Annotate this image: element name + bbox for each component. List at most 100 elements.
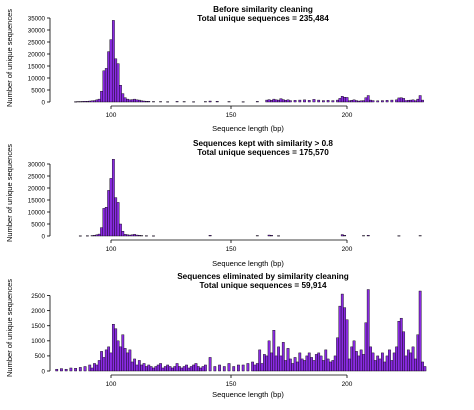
bar	[121, 93, 125, 103]
bar	[78, 101, 82, 103]
bar	[168, 366, 172, 372]
chart-panel-2: Sequences kept with similarity > 0.8Tota…	[5, 139, 422, 268]
bar	[142, 100, 146, 103]
bar	[111, 158, 115, 237]
bar	[241, 364, 245, 372]
bar	[350, 346, 354, 372]
bar	[204, 364, 207, 372]
bar	[362, 100, 365, 103]
bar	[319, 355, 323, 372]
bar	[159, 363, 162, 372]
bar	[329, 361, 332, 372]
bar	[260, 363, 264, 372]
bar	[392, 352, 396, 372]
x-axis-label: Sequence length (bp)	[212, 390, 284, 399]
bar	[152, 367, 155, 372]
bar	[352, 99, 356, 103]
bar	[95, 364, 99, 372]
bar	[135, 99, 139, 103]
bar	[336, 99, 339, 103]
bar	[178, 366, 181, 372]
bar	[362, 354, 365, 372]
bar	[149, 366, 153, 372]
bar	[208, 235, 212, 237]
y-tick-label: 0	[42, 233, 46, 240]
bar	[369, 346, 372, 372]
bar	[366, 95, 370, 103]
bar	[338, 305, 342, 372]
bar	[355, 100, 358, 103]
bar	[390, 360, 394, 372]
bar	[312, 99, 316, 103]
bar	[241, 101, 245, 103]
bar	[350, 100, 354, 103]
bar	[340, 293, 344, 372]
y-tick-label: 20000	[28, 185, 46, 192]
bar	[340, 96, 344, 103]
bar	[76, 101, 80, 103]
bar	[296, 361, 299, 372]
bar	[102, 70, 106, 103]
bar	[232, 366, 236, 372]
bar	[126, 234, 129, 237]
bar	[418, 290, 422, 372]
bar	[64, 368, 68, 372]
bar	[182, 101, 186, 103]
y-tick-label: 25000	[28, 173, 46, 180]
bar	[201, 366, 205, 372]
bar	[142, 363, 146, 372]
bar	[114, 328, 118, 372]
bar	[137, 235, 141, 237]
bar	[145, 101, 148, 103]
bar	[324, 349, 328, 372]
bar	[163, 366, 167, 372]
y-tick-label: 5000	[31, 221, 45, 228]
bar	[371, 100, 375, 103]
bar	[343, 96, 347, 103]
bar	[123, 348, 127, 372]
bar	[145, 235, 148, 237]
bar	[128, 234, 132, 237]
bar	[331, 360, 335, 372]
bar	[215, 101, 219, 103]
bar	[180, 367, 184, 372]
bar	[421, 99, 424, 103]
bar	[128, 99, 132, 103]
bar	[204, 101, 207, 103]
bar	[199, 367, 203, 372]
bar	[322, 100, 325, 103]
bar	[303, 360, 306, 372]
x-tick-label: 200	[342, 381, 353, 388]
bar	[284, 360, 288, 372]
bar	[418, 235, 422, 237]
bar	[95, 234, 99, 237]
y-tick-label: 5000	[31, 87, 45, 94]
bar	[109, 39, 113, 103]
y-tick-label: 35000	[28, 15, 46, 22]
bar	[152, 101, 155, 103]
bar	[130, 234, 134, 237]
bar	[307, 100, 311, 103]
bar	[78, 235, 82, 237]
bar	[411, 346, 415, 372]
bar	[371, 352, 375, 372]
bar	[114, 197, 118, 237]
x-axis-label: Sequence length (bp)	[212, 124, 284, 133]
bar	[288, 358, 292, 372]
bar	[104, 206, 108, 237]
bar	[93, 235, 96, 237]
bar	[97, 233, 101, 237]
y-tick-label: 1000	[31, 338, 45, 345]
bar	[397, 235, 401, 237]
y-tick-label: 2500	[31, 293, 45, 300]
bar	[395, 99, 398, 103]
bar	[152, 235, 155, 237]
bar	[378, 358, 382, 372]
bar	[270, 235, 273, 237]
bar	[279, 355, 283, 372]
bar	[418, 95, 422, 103]
bar	[74, 101, 77, 103]
bar	[277, 235, 280, 237]
bar	[90, 100, 94, 103]
bar	[303, 99, 306, 103]
